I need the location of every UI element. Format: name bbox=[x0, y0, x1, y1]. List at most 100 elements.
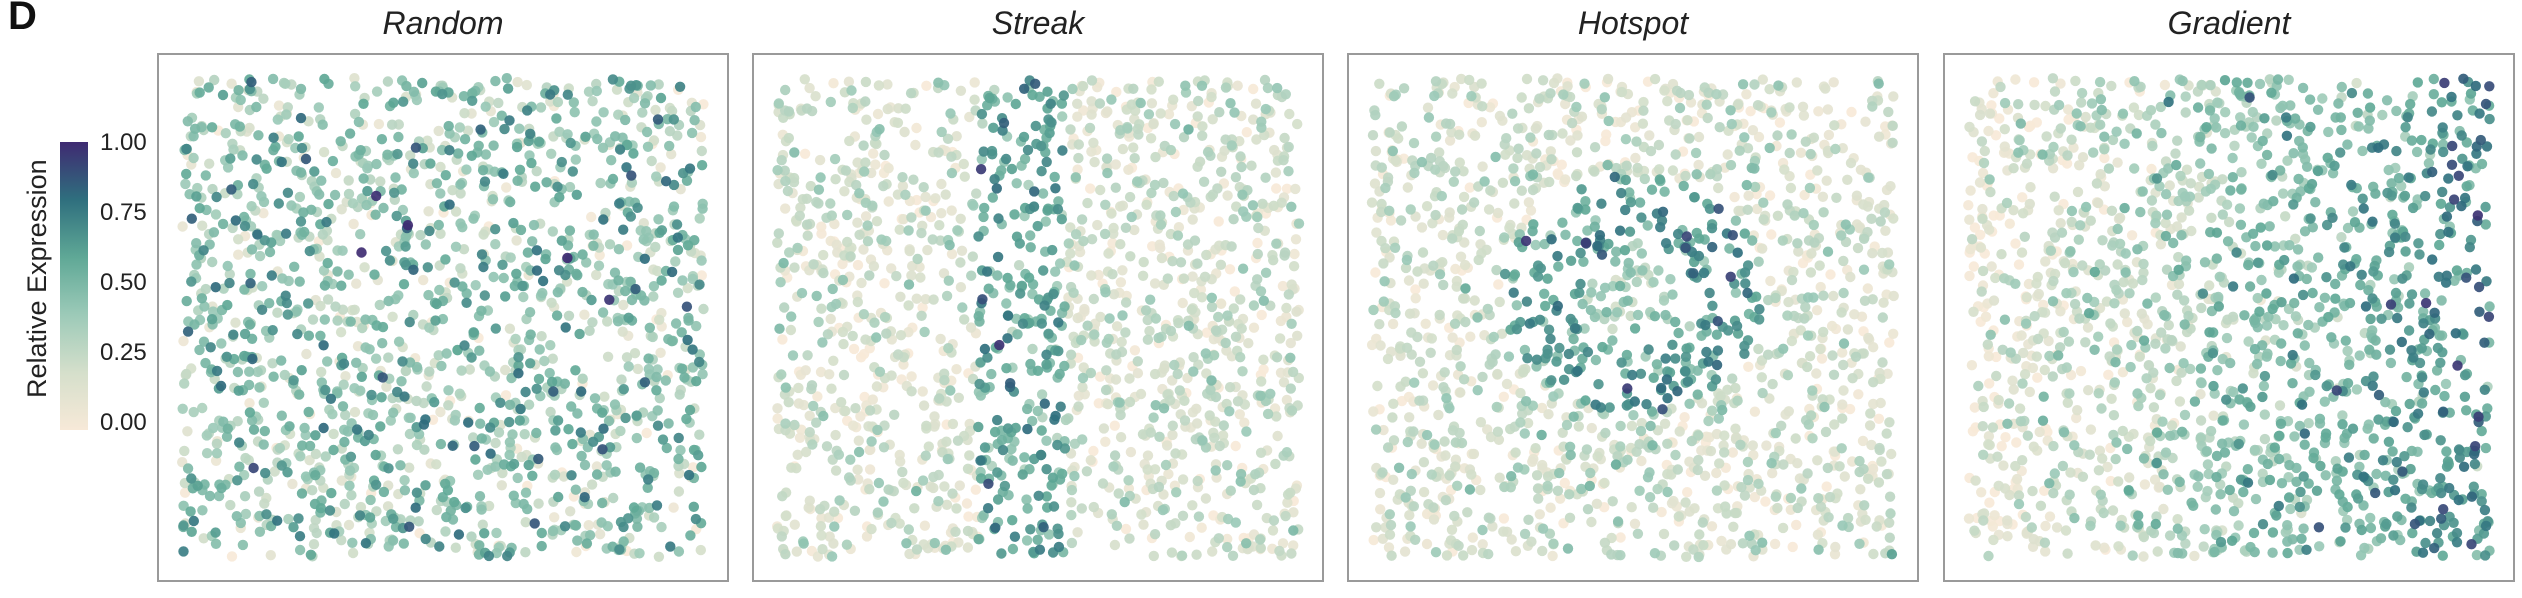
data-point bbox=[1049, 171, 1060, 183]
data-point bbox=[1165, 395, 1176, 406]
data-point bbox=[1410, 284, 1421, 295]
data-point bbox=[1430, 547, 1442, 558]
data-point bbox=[1534, 314, 1546, 325]
data-point bbox=[2071, 412, 2082, 424]
data-point bbox=[293, 131, 304, 142]
data-point bbox=[1285, 337, 1297, 349]
data-point bbox=[221, 351, 232, 362]
data-point bbox=[955, 85, 967, 97]
data-point bbox=[563, 424, 574, 435]
data-point bbox=[1157, 504, 1169, 516]
data-point bbox=[1491, 264, 1502, 276]
data-point bbox=[1647, 440, 1658, 451]
data-point bbox=[1030, 120, 1042, 132]
data-point bbox=[404, 316, 415, 328]
data-point bbox=[1017, 318, 1029, 329]
data-point bbox=[1380, 182, 1391, 194]
data-point bbox=[906, 371, 917, 382]
data-point bbox=[1772, 502, 1783, 514]
data-point bbox=[694, 213, 705, 224]
data-point bbox=[347, 198, 359, 209]
data-point bbox=[964, 111, 975, 123]
data-point bbox=[254, 526, 266, 537]
data-point bbox=[473, 140, 484, 151]
data-point bbox=[508, 458, 520, 470]
data-point bbox=[1017, 469, 1028, 480]
data-point bbox=[517, 280, 528, 292]
data-point bbox=[248, 424, 260, 435]
panel-gradient: Gradient bbox=[1943, 5, 2515, 582]
data-point bbox=[693, 450, 704, 461]
data-point bbox=[1115, 277, 1127, 288]
data-point bbox=[1727, 230, 1739, 241]
data-point bbox=[847, 102, 858, 114]
data-point bbox=[676, 327, 687, 338]
data-point bbox=[892, 349, 904, 360]
data-point bbox=[898, 214, 909, 225]
data-point bbox=[780, 203, 791, 214]
data-point bbox=[1133, 129, 1144, 140]
data-point bbox=[244, 122, 255, 134]
data-point bbox=[773, 228, 784, 239]
data-point bbox=[653, 214, 664, 225]
data-point bbox=[1213, 533, 1225, 544]
data-point bbox=[921, 420, 932, 431]
data-point bbox=[1965, 185, 1976, 196]
data-point bbox=[240, 508, 252, 520]
data-point bbox=[1286, 405, 1298, 416]
data-point bbox=[1966, 360, 1978, 371]
data-point bbox=[870, 159, 881, 170]
data-point bbox=[476, 249, 488, 260]
data-point bbox=[1888, 213, 1899, 224]
data-point bbox=[1784, 102, 1795, 113]
data-point bbox=[298, 207, 309, 218]
data-point bbox=[1255, 542, 1267, 554]
data-point bbox=[1552, 300, 1564, 312]
data-point bbox=[488, 271, 499, 283]
data-point bbox=[310, 430, 321, 441]
data-point bbox=[1510, 447, 1521, 458]
data-point bbox=[336, 535, 347, 546]
data-point bbox=[551, 310, 563, 321]
data-point bbox=[1370, 267, 1381, 278]
data-point bbox=[235, 94, 246, 106]
data-point bbox=[256, 304, 268, 315]
data-point bbox=[858, 309, 870, 320]
data-point bbox=[501, 182, 512, 193]
data-point bbox=[1805, 148, 1816, 160]
data-point bbox=[1206, 292, 1218, 303]
data-point bbox=[468, 213, 479, 224]
data-point bbox=[641, 226, 652, 237]
data-point bbox=[1256, 376, 1267, 387]
data-point bbox=[1885, 508, 1896, 519]
data-point bbox=[1757, 74, 1769, 85]
data-point bbox=[284, 421, 295, 432]
data-point bbox=[565, 137, 576, 149]
data-point bbox=[1229, 107, 1240, 118]
data-point bbox=[1438, 160, 1449, 172]
data-point bbox=[1724, 243, 1735, 254]
data-point bbox=[222, 299, 233, 311]
data-point bbox=[2028, 77, 2040, 88]
data-point bbox=[273, 100, 285, 111]
data-point bbox=[836, 397, 847, 408]
data-point bbox=[1670, 149, 1681, 160]
data-point bbox=[493, 427, 505, 438]
data-point bbox=[911, 293, 922, 304]
data-point bbox=[816, 303, 827, 314]
data-point bbox=[1410, 293, 1421, 304]
data-point bbox=[528, 219, 540, 231]
data-point bbox=[646, 155, 657, 167]
data-point bbox=[581, 257, 592, 268]
data-point bbox=[1866, 213, 1877, 224]
data-point bbox=[1165, 520, 1177, 531]
data-point bbox=[1188, 352, 1199, 363]
data-point bbox=[1508, 287, 1519, 298]
data-point bbox=[1459, 237, 1470, 248]
data-point bbox=[382, 501, 394, 512]
data-point bbox=[1005, 378, 1016, 389]
data-point bbox=[327, 409, 338, 420]
data-point bbox=[346, 490, 357, 501]
data-point bbox=[459, 108, 470, 119]
data-point bbox=[1046, 480, 1057, 491]
